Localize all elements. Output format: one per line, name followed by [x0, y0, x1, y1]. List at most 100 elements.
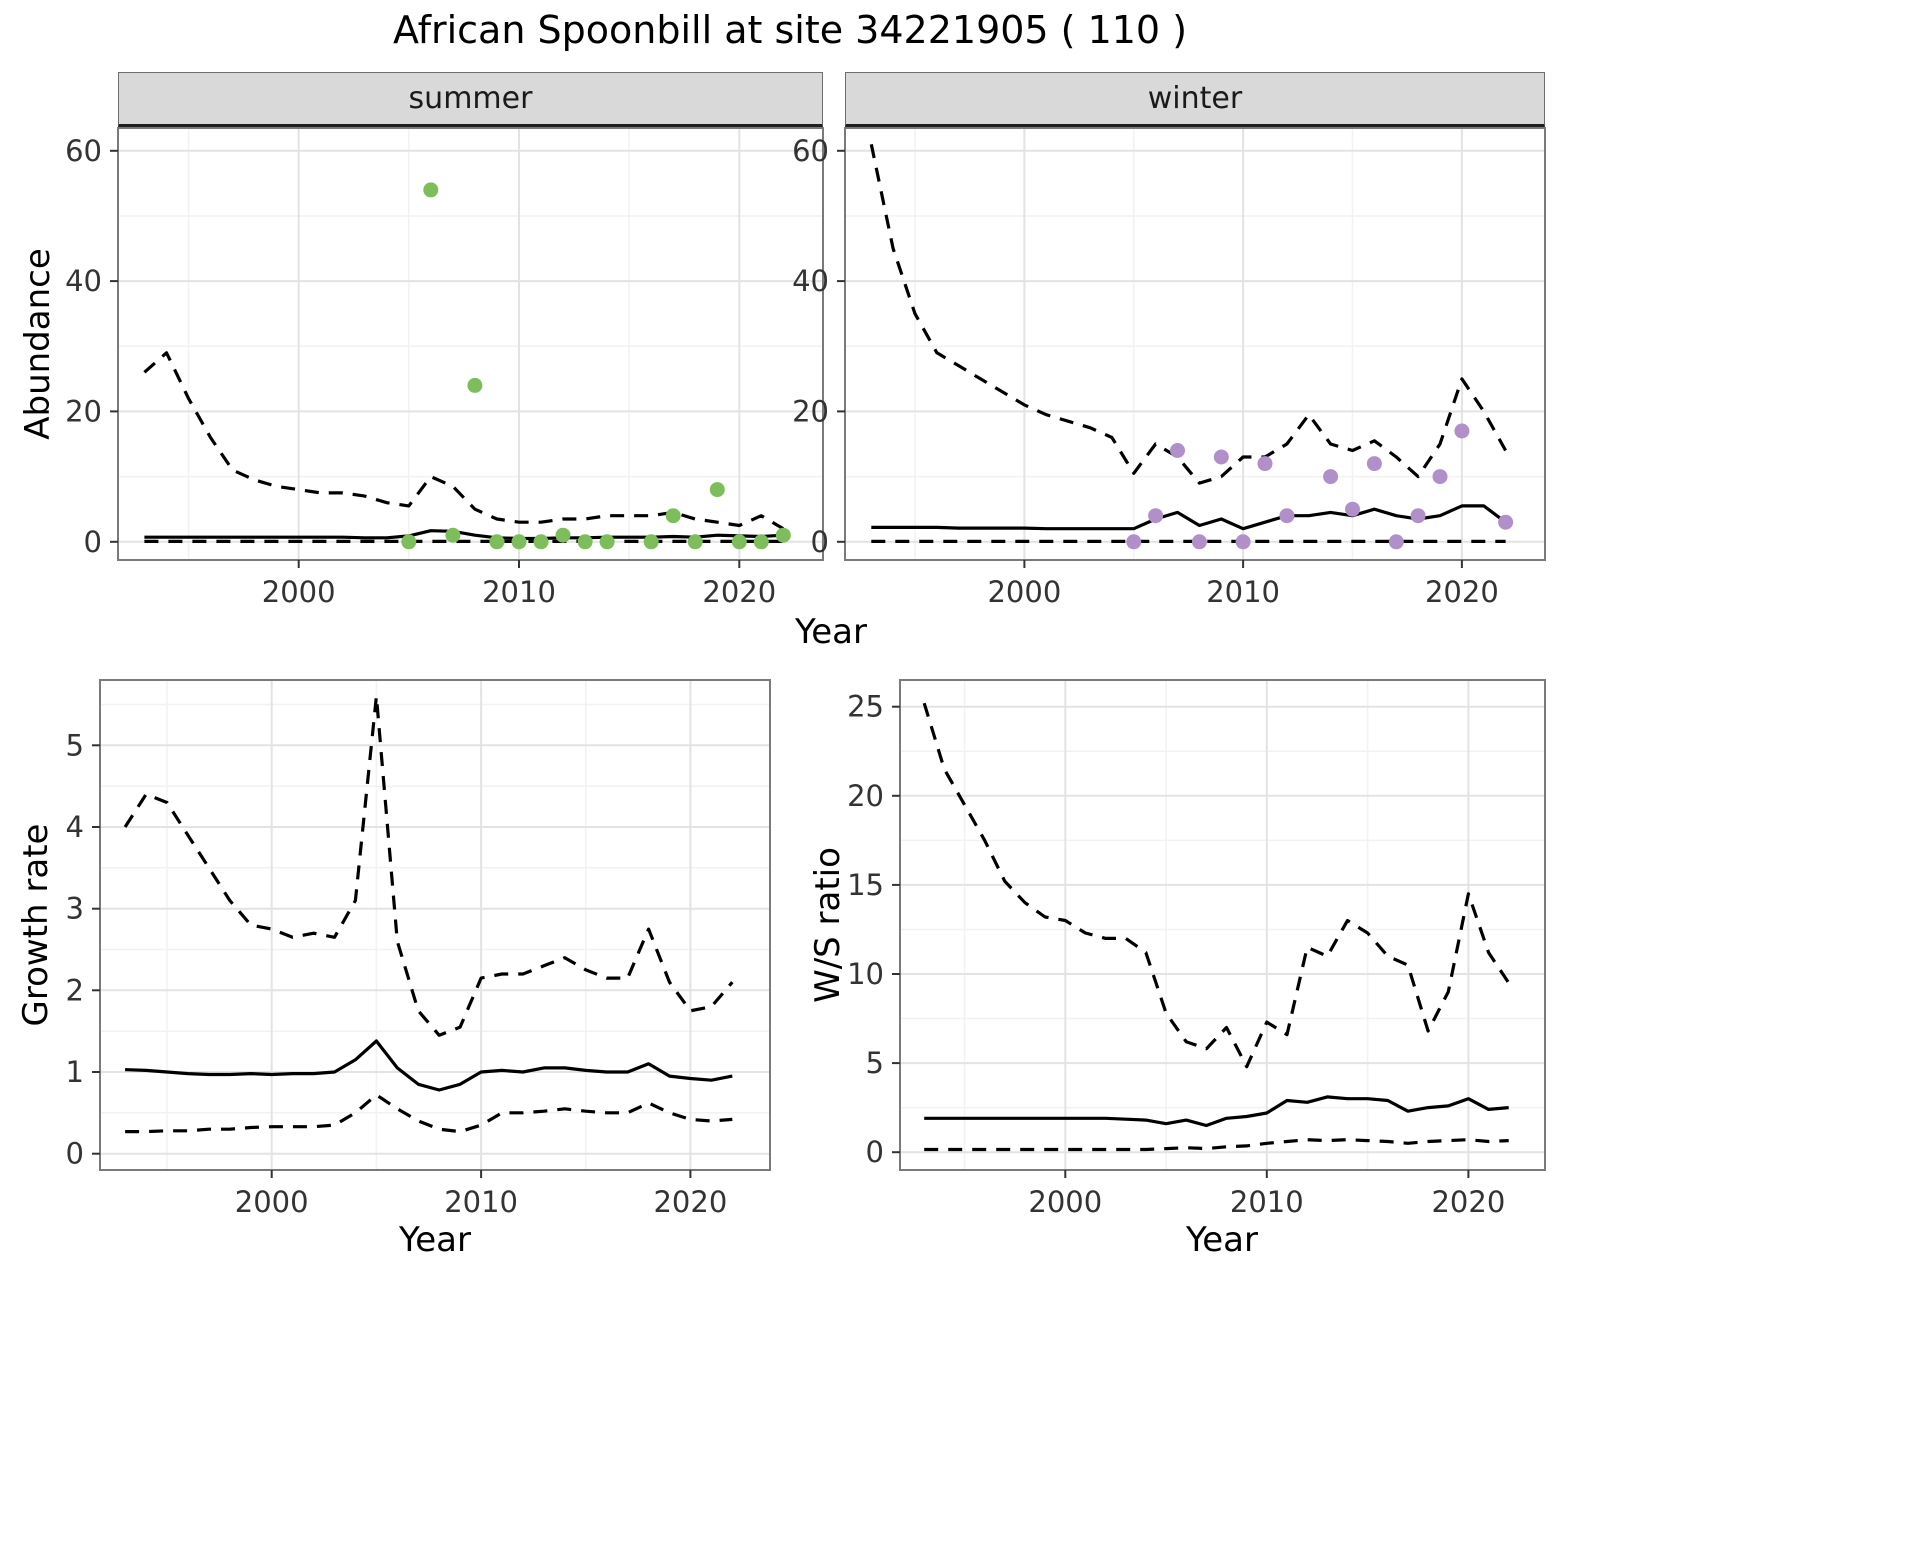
- panel-background: [100, 680, 770, 1170]
- data-point: [665, 508, 681, 524]
- data-point: [753, 534, 769, 550]
- y-tick-label: 0: [866, 1135, 884, 1169]
- growth_rate-upper_ci-line: [123, 694, 734, 1037]
- x-tick-label: 2010: [1206, 575, 1280, 609]
- ws_ratio-lower_ci-line: [924, 1138, 1509, 1152]
- panel-border: [99, 679, 771, 1171]
- axis-ticks: 2000 2010 2020 0 20 40 60: [792, 134, 1499, 609]
- x-tick-label: 2000: [1028, 1185, 1102, 1219]
- y-tick-label: 0: [84, 525, 102, 559]
- growth_rate-lower_ci-line: [125, 1093, 733, 1134]
- y-tick-label: 5: [66, 728, 84, 762]
- facet-strip-winter: winter: [845, 72, 1545, 128]
- data-point: [1257, 456, 1273, 472]
- panel-border: [844, 127, 1546, 561]
- panel-background: [845, 128, 1545, 560]
- data-point: [1345, 501, 1360, 517]
- series-layer: [869, 143, 1514, 550]
- y-tick-label: 0: [66, 1137, 84, 1171]
- axis-ticks: 2000 2010 2020 0 20 40 60: [65, 134, 776, 609]
- y-axis-title-ws-ratio: W/S ratio: [808, 847, 848, 1003]
- y-tick-label: 40: [65, 264, 102, 298]
- data-point: [1410, 508, 1426, 524]
- data-point: [423, 182, 439, 198]
- facet-label-summer: summer: [408, 81, 533, 116]
- data-point: [1170, 443, 1185, 458]
- major-gridlines: [100, 680, 770, 1170]
- ws_ratio-upper_ci-line: [922, 702, 1511, 1069]
- x-axis-title-year-growth: Year: [399, 1220, 471, 1260]
- data-point: [1366, 456, 1382, 472]
- abundance_winter-upper_ci-line: [869, 143, 1507, 485]
- x-tick-label: 2020: [1425, 575, 1499, 609]
- y-tick-label: 10: [847, 957, 884, 991]
- data-point: [1323, 469, 1339, 485]
- data-point: [555, 527, 571, 543]
- x-tick-label: 2010: [444, 1185, 518, 1219]
- growth_rate-median-line: [125, 1039, 733, 1092]
- x-axis-title-year-top: Year: [795, 612, 867, 652]
- axis-ticks: 2000 2010 2020 0 5 10 15 20 25: [847, 690, 1505, 1219]
- y-tick-label: 25: [847, 690, 884, 724]
- y-tick-label: 3: [66, 892, 84, 926]
- y-tick-label: 20: [792, 394, 829, 428]
- y-tick-label: 5: [866, 1046, 884, 1080]
- data-point: [401, 534, 417, 550]
- data-point: [533, 534, 549, 550]
- panel-background: [118, 128, 823, 560]
- x-tick-label: 2020: [702, 575, 776, 609]
- data-point: [709, 482, 725, 498]
- x-tick-label: 2020: [653, 1185, 727, 1219]
- plot-abundance-winter: 2000 2010 2020 0 20 40 60: [792, 127, 1546, 609]
- panel-border: [117, 127, 824, 561]
- facet-strip-summer: summer: [118, 72, 823, 128]
- facet-label-winter: winter: [1147, 81, 1243, 116]
- data-point: [511, 534, 527, 550]
- data-point: [1213, 449, 1229, 465]
- series-layer: [143, 182, 791, 550]
- x-tick-label: 2000: [987, 575, 1061, 609]
- series-layer: [123, 694, 734, 1134]
- x-tick-label: 2010: [482, 575, 556, 609]
- y-axis-title-abundance: Abundance: [18, 248, 58, 440]
- data-point: [643, 534, 659, 550]
- x-tick-label: 2020: [1431, 1185, 1505, 1219]
- x-tick-label: 2000: [262, 575, 336, 609]
- axis-ticks: 2000 2010 2020 0 1 2 3 4 5: [66, 728, 728, 1219]
- data-point: [1432, 469, 1448, 485]
- data-point: [445, 527, 461, 543]
- data-point: [1279, 508, 1295, 524]
- data-point: [1498, 514, 1514, 530]
- data-point: [687, 534, 703, 550]
- y-tick-label: 60: [792, 134, 829, 168]
- data-point: [1191, 534, 1207, 550]
- x-axis-title-year-ws: Year: [1186, 1220, 1258, 1260]
- y-axis-title-growth-rate: Growth rate: [16, 823, 56, 1027]
- y-tick-label: 15: [847, 868, 884, 902]
- y-tick-label: 60: [65, 134, 102, 168]
- y-tick-label: 40: [792, 264, 829, 298]
- winter_counts-points: [1126, 423, 1514, 550]
- data-point: [489, 534, 505, 550]
- y-tick-label: 1: [66, 1055, 84, 1089]
- y-tick-label: 20: [65, 394, 102, 428]
- minor-gridlines: [845, 128, 1545, 560]
- data-point: [1235, 534, 1251, 550]
- x-tick-label: 2000: [235, 1185, 309, 1219]
- plot-abundance-summer: 2000 2010 2020 0 20 40 60: [65, 127, 824, 609]
- minor-gridlines: [900, 680, 1545, 1170]
- ws_ratio-median-line: [924, 1095, 1509, 1128]
- y-tick-label: 4: [66, 810, 84, 844]
- data-point: [775, 527, 791, 543]
- y-tick-label: 20: [847, 779, 884, 813]
- y-tick-label: 2: [66, 973, 84, 1007]
- series-layer: [922, 702, 1511, 1152]
- x-tick-label: 2010: [1230, 1185, 1304, 1219]
- abundance_summer-median-line: [144, 529, 784, 541]
- minor-gridlines: [118, 128, 823, 560]
- y-tick-label: 0: [811, 525, 829, 559]
- chart-title: African Spoonbill at site 34221905 ( 110…: [392, 8, 1188, 52]
- summer_counts-points: [401, 182, 791, 550]
- data-point: [1388, 534, 1404, 550]
- data-point: [467, 377, 483, 393]
